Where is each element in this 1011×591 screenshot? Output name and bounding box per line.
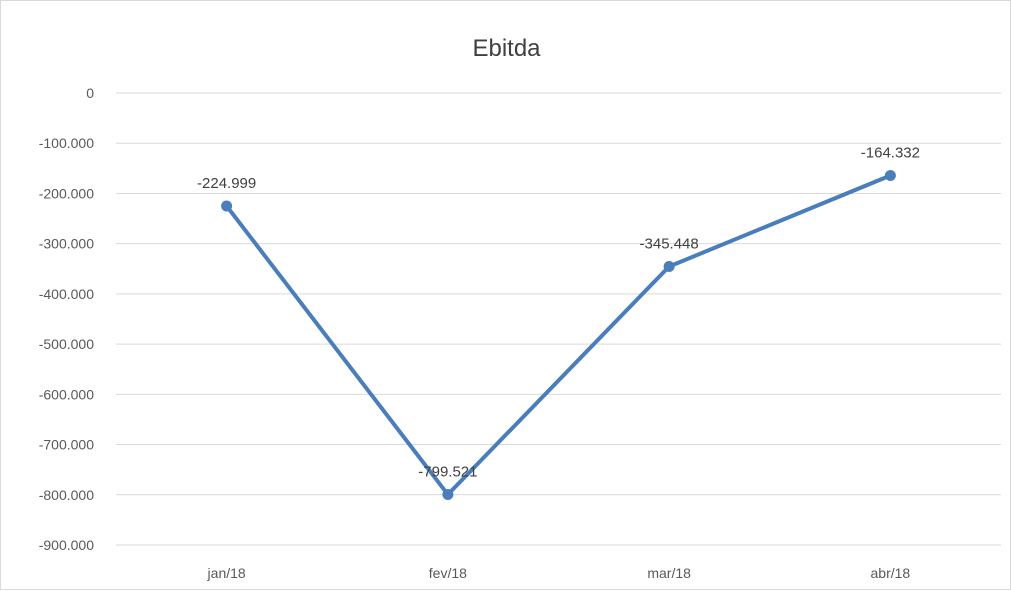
data-label: -164.332 (861, 145, 920, 162)
y-tick-label: -500.000 (39, 336, 94, 352)
y-tick-label: 0 (86, 85, 94, 101)
series-layer (221, 170, 896, 501)
x-tick-label: mar/18 (647, 565, 691, 581)
data-point (663, 260, 675, 272)
y-tick-label: -200.000 (39, 185, 94, 201)
y-tick-label: -700.000 (39, 437, 94, 453)
x-axis-tick-labels: jan/18 fev/18 mar/18 abr/18 (207, 565, 911, 581)
y-tick-label: -900.000 (39, 537, 94, 553)
series-line (224, 173, 893, 497)
data-label: -799.521 (418, 464, 477, 481)
data-label: -345.448 (640, 235, 699, 252)
y-tick-label: -400.000 (39, 286, 94, 302)
y-tick-label: -600.000 (39, 386, 94, 402)
y-tick-label: -800.000 (39, 487, 94, 503)
y-tick-label: -300.000 (39, 236, 94, 252)
y-tick-label: -100.000 (39, 135, 94, 151)
data-labels: -224.999 -799.521 -345.448 -164.332 (197, 145, 920, 481)
gridlines (116, 92, 1001, 546)
data-point (221, 200, 233, 212)
x-tick-label: fev/18 (429, 565, 467, 581)
data-point (884, 170, 896, 182)
y-axis-tick-labels: 0 -100.000 -200.000 -300.000 -400.000 -500.00… (39, 85, 94, 553)
chart-title: Ebitda (472, 35, 541, 62)
x-tick-label: jan/18 (207, 565, 246, 581)
data-label: -224.999 (197, 175, 256, 192)
x-tick-label: abr/18 (871, 565, 911, 581)
data-point (442, 489, 454, 501)
